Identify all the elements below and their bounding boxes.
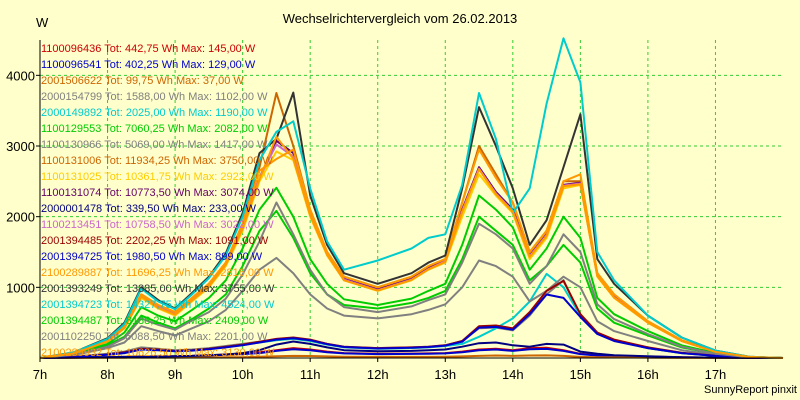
axes: 7h 8h 9h 10h 11h 12h 13h 14h 15h 16h 17h 1000 2000 30…: [6, 40, 783, 382]
legend-entry-2001506622: 2001506622 Tot: 99,75 Wh Max: 37,00 W: [41, 75, 244, 87]
series-line-2001394723: [39, 37, 784, 359]
legend-entry-1100131025: 1100131025 Tot: 10361,75 Wh Max: 2922,00…: [41, 171, 274, 183]
legend-entry-2000149892: 2000149892 Tot: 2025,00 Wh Max: 1190,00 …: [41, 107, 268, 119]
series-line-1100130966: [39, 256, 784, 359]
legend-entry-2001394725: 2001394725 Tot: 1980,50 Wh Max: 899,00 W: [41, 251, 263, 263]
x-tick-label: 10h: [232, 367, 254, 382]
x-tick-label: 9h: [168, 367, 182, 382]
legend-entry-2001394485: 2001394485 Tot: 2202,25 Wh Max: 1091,00 …: [41, 235, 269, 247]
series-line-2100289932: [39, 135, 784, 359]
legend-entry-1100096436: 1100096436 Tot: 442,75 Wh Max: 145,00 W: [41, 43, 256, 55]
x-tick-label: 15h: [570, 367, 592, 382]
legend-entry-2100289887: 2100289887 Tot: 11696,25 Wh Max: 2816,00…: [41, 267, 274, 279]
x-tick-label: 7h: [33, 367, 47, 382]
series-line-2000001478: [39, 340, 783, 359]
footer-credit: SunnyReport pinxit: [704, 384, 797, 396]
legend-entry-1100213451: 1100213451 Tot: 10758,50 Wh Max: 3022,00…: [41, 219, 274, 231]
series-line-2001102250: [39, 201, 784, 359]
x-tick-label: 12h: [367, 367, 389, 382]
x-tick-label: 8h: [100, 367, 114, 382]
legend-entry-2001393249: 2001393249 Tot: 13885,00 Wh Max: 3755,00…: [41, 283, 275, 295]
y-tick-label: 4000: [6, 68, 35, 83]
legend-entry-2000001478: 2000001478 Tot: 339,50 Wh Max: 233,00 W: [41, 203, 257, 215]
chart-title: Wechselrichtervergleich vom 26.02.2013: [283, 11, 518, 26]
legend-entry-1100096541: 1100096541 Tot: 402,25 Wh Max: 129,00 W: [41, 59, 256, 71]
legend-entry-2001394487: 2001394487 Tot: 8188,25 Wh Max: 2409,00 …: [41, 315, 269, 327]
legend-entry-2001102250: 2001102250 Tot: 6088,50 Wh Max: 2201,00 …: [41, 331, 268, 343]
series-line-1100129553: [39, 209, 784, 359]
x-tick-label: 11h: [300, 367, 321, 382]
x-tick-label: 14h: [502, 367, 524, 382]
y-axis-label: W: [36, 15, 49, 30]
legend-entry-2100289932: 2100289932 Tot: 10626,50 Wh Max: 3130,00…: [41, 347, 275, 359]
x-tick-label: 17h: [705, 367, 727, 382]
legend-entry-2000154799: 2000154799 Tot: 1588,00 Wh Max: 1102,00 …: [41, 91, 268, 103]
series-line-2001394487: [39, 186, 784, 359]
x-tick-label: 13h: [434, 367, 456, 382]
legend: 1100096436 Tot: 442,75 Wh Max: 145,00 W 1…: [41, 43, 275, 359]
y-tick-label: 3000: [6, 139, 35, 154]
y-tick-label: 1000: [6, 280, 35, 295]
legend-entry-2001394723: 2001394723 Tot: 14327,75 Wh Max: 4524,00…: [41, 299, 275, 311]
legend-entry-1100131074: 1100131074 Tot: 10773,50 Wh Max: 3074,00…: [41, 187, 274, 199]
legend-entry-1100130966: 1100130966 Tot: 5069,00 Wh Max: 1417,00 …: [41, 139, 268, 151]
series-line-2001394725: [39, 293, 784, 359]
y-tick-label: 2000: [6, 210, 35, 225]
legend-entry-1100129553: 1100129553 Tot: 7060,25 Wh Max: 2082,00 …: [41, 123, 268, 135]
series-line-2100289887: [39, 148, 784, 359]
x-tick-label: 16h: [637, 367, 659, 382]
legend-entry-1100131006: 1100131006 Tot: 11934,25 Wh Max: 3750,00…: [41, 155, 273, 167]
